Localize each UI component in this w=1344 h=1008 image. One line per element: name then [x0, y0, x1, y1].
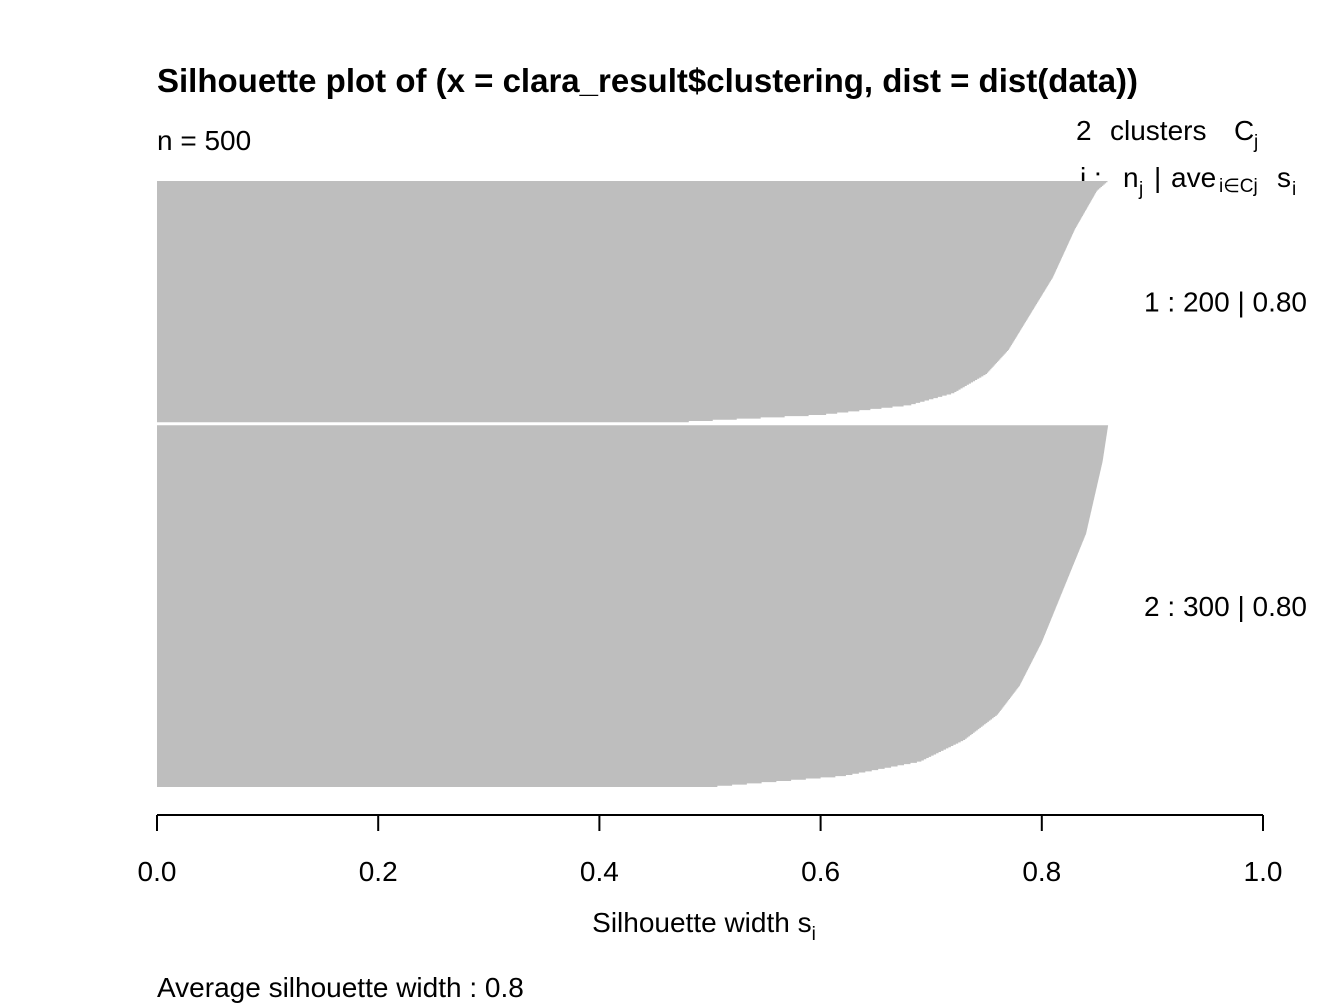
cluster-1-label: 1 : 200 | 0.80 — [1144, 287, 1307, 318]
x-axis-label-main: Silhouette width s — [592, 907, 811, 938]
cluster-labels: 1 : 200 | 0.80 2 : 300 | 0.80 — [1144, 287, 1307, 622]
x-axis-ticks: 0.0 0.2 0.4 0.6 0.8 1.0 — [138, 815, 1283, 887]
x-axis-label-sub: i — [812, 924, 816, 945]
n-label: n = 500 — [157, 125, 251, 156]
column-header: j : n j | ave i∈Cj s i — [1079, 162, 1299, 201]
col-n: n — [1123, 162, 1139, 193]
clusters-header: 2 clusters C j — [1076, 115, 1262, 153]
col-sep: | — [1154, 162, 1161, 193]
col-s: s — [1277, 162, 1291, 193]
cluster-1-silhouette-bars — [157, 181, 1108, 423]
average-silhouette-label: Average silhouette width : 0.8 — [157, 972, 524, 1003]
x-tick-label: 0.4 — [580, 856, 619, 887]
clusters-count: 2 — [1076, 115, 1092, 146]
col-n-sub: j — [1138, 179, 1143, 200]
x-tick-label: 0.2 — [359, 856, 398, 887]
chart-title: Silhouette plot of (x = clara_result$clu… — [157, 62, 1138, 99]
x-tick-label: 0.6 — [801, 856, 840, 887]
silhouette-bars — [157, 181, 1109, 787]
col-ave-sub: i∈Cj — [1219, 176, 1258, 197]
cluster-2-silhouette-bars — [157, 425, 1109, 787]
clusters-c-sub: j — [1253, 132, 1258, 153]
clusters-word: clusters — [1110, 115, 1206, 146]
clusters-c: C — [1234, 115, 1254, 146]
x-tick-label: 0.8 — [1022, 856, 1061, 887]
x-axis-label: Silhouette width si — [592, 907, 816, 945]
x-tick-label: 1.0 — [1244, 856, 1283, 887]
col-ave: ave — [1171, 162, 1216, 193]
x-tick-label: 0.0 — [138, 856, 177, 887]
cluster-2-label: 2 : 300 | 0.80 — [1144, 591, 1307, 622]
col-s-sub: i — [1292, 179, 1296, 200]
